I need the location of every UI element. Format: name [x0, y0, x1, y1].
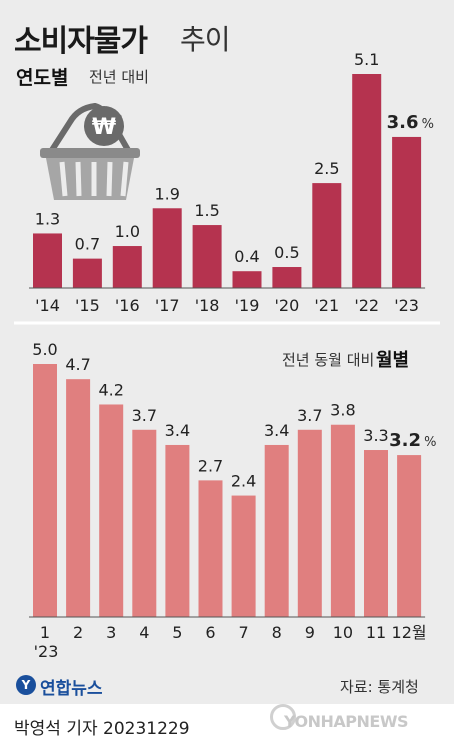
bar-monthly-3	[132, 429, 157, 617]
svg-text:₩: ₩	[92, 115, 116, 140]
charts-svg: ₩ 1.3 '14 0.7 '15 1.0 '16 1.9 '17 1.5 '18 0.4 '19 0.…	[14, 50, 440, 661]
bar-monthly-2	[99, 404, 124, 617]
tick-label-annual-1: '15	[75, 296, 100, 315]
tick-label-annual-5: '19	[235, 296, 260, 315]
tick-label-annual-0: '14	[35, 296, 60, 315]
bar-monthly-7	[264, 444, 289, 617]
bar-monthly-9	[330, 424, 355, 617]
tick-label-monthly-11: 12월	[392, 623, 427, 642]
monthly-chart-subtitle: 전년 동월 대비	[282, 351, 375, 369]
tick-label-annual-8: '22	[354, 296, 379, 315]
value-label-annual-9: 3.6	[387, 112, 419, 133]
value-label-monthly-4: 3.4	[165, 421, 190, 440]
tick-label-monthly-4: 5	[172, 623, 182, 642]
bar-annual-7	[312, 183, 342, 288]
bar-annual-6	[272, 267, 302, 288]
tick-label-annual-3: '17	[155, 296, 180, 315]
page-title-suffix: 추이	[180, 23, 231, 56]
annual-chart-subtitle: 전년 대비	[89, 68, 149, 86]
won-basket-icon: ₩	[40, 103, 140, 200]
value-label-monthly-9: 3.8	[330, 401, 355, 420]
monthly-bar-chart: 5.0 1 4.7 2 4.2 3 3.7 4 3.4 5 2.7 6 2.4 7 3.4 8 3.7 9 3.8 1…	[29, 340, 436, 661]
yonhap-news-watermark-icon	[270, 704, 296, 730]
tick-label-monthly-1: 2	[73, 623, 83, 642]
value-label-monthly-6: 2.4	[231, 472, 256, 491]
bar-annual-5	[232, 271, 262, 288]
unit-label-annual: %	[422, 117, 434, 132]
value-label-annual-4: 1.5	[194, 201, 219, 220]
tick-label-monthly-7: 8	[272, 623, 282, 642]
page-title: 소비자물가	[14, 24, 148, 59]
annual-chart-title: 연도별	[16, 67, 69, 89]
bar-annual-3	[152, 208, 182, 288]
monthly-year-label: '23	[34, 642, 59, 661]
tick-label-monthly-9: 10	[333, 623, 353, 642]
bar-annual-9	[392, 136, 422, 288]
source-label: 자료: 통계청	[340, 678, 419, 696]
bar-monthly-10	[364, 450, 388, 617]
bar-monthly-5	[198, 480, 223, 617]
yonhap-logo-text: 연합뉴스	[40, 679, 103, 699]
value-label-monthly-8: 3.7	[297, 406, 322, 425]
bar-annual-4	[192, 225, 222, 288]
bar-monthly-11	[397, 455, 422, 617]
value-label-annual-2: 1.0	[115, 222, 140, 241]
tick-label-monthly-2: 3	[106, 623, 116, 642]
value-label-monthly-0: 5.0	[32, 340, 57, 359]
value-label-monthly-5: 2.7	[198, 456, 223, 475]
tick-label-annual-6: '20	[275, 296, 300, 315]
watermark: YONHAPNEWS	[284, 712, 409, 731]
value-label-monthly-10: 3.3	[363, 426, 388, 445]
value-label-monthly-1: 4.7	[65, 355, 90, 374]
bar-monthly-8	[297, 429, 322, 617]
value-label-monthly-11: 3.2	[389, 430, 421, 451]
value-label-annual-6: 0.5	[274, 243, 299, 262]
value-label-monthly-2: 4.2	[98, 380, 123, 399]
bar-annual-8	[352, 74, 382, 288]
tick-label-annual-7: '21	[314, 296, 339, 315]
tick-label-annual-2: '16	[115, 296, 140, 315]
value-label-monthly-7: 3.4	[264, 421, 289, 440]
tick-label-annual-9: '23	[394, 296, 419, 315]
tick-label-monthly-10: 11	[366, 623, 386, 642]
tick-label-monthly-5: 6	[205, 623, 215, 642]
unit-label-monthly: %	[424, 435, 436, 450]
bar-monthly-6	[231, 495, 256, 617]
bar-monthly-0	[33, 364, 57, 617]
bar-annual-2	[112, 246, 142, 288]
bar-monthly-1	[66, 379, 91, 617]
tick-label-annual-4: '18	[195, 296, 220, 315]
value-label-annual-8: 5.1	[354, 50, 379, 69]
value-label-annual-5: 0.4	[234, 247, 259, 266]
tick-label-monthly-3: 4	[139, 623, 149, 642]
value-label-annual-3: 1.9	[154, 184, 179, 203]
tick-label-monthly-6: 7	[239, 623, 249, 642]
yonhap-logo-icon: Y	[16, 675, 36, 695]
value-label-monthly-3: 3.7	[132, 406, 157, 425]
value-label-annual-7: 2.5	[314, 159, 339, 178]
bar-monthly-4	[165, 444, 190, 617]
monthly-chart-title: 월별	[376, 350, 410, 371]
value-label-annual-0: 1.3	[35, 209, 60, 228]
bar-annual-0	[33, 233, 62, 288]
annual-bar-chart: 1.3 '14 0.7 '15 1.0 '16 1.9 '17 1.5 '18 0.4 '19 0.5 '…	[29, 50, 434, 315]
tick-label-monthly-8: 9	[305, 623, 315, 642]
tick-label-monthly-0: 1	[40, 623, 50, 642]
value-label-annual-1: 0.7	[75, 235, 100, 254]
byline: 박영석 기자 20231229	[14, 719, 190, 739]
bar-annual-1	[72, 258, 102, 288]
